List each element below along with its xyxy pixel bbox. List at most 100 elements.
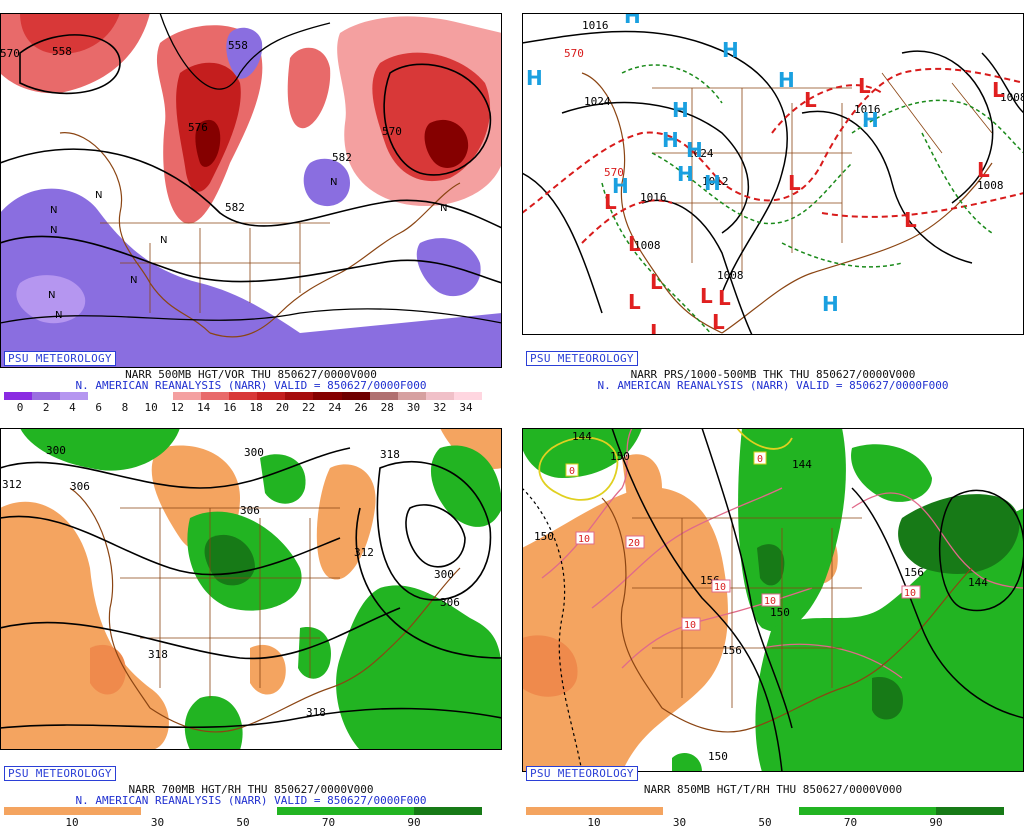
scale-tick-label: 10 bbox=[144, 401, 158, 414]
panel-subtitle: N. AMERICAN REANALYSIS (NARR) VALID = 85… bbox=[75, 379, 427, 392]
panel-title: NARR PRS/1000-500MB THK THU 850627/0000V… bbox=[630, 368, 916, 381]
panel-subtitle: N. AMERICAN REANALYSIS (NARR) VALID = 85… bbox=[75, 794, 427, 807]
psu-badge: PSU METEOROLOGY bbox=[526, 766, 638, 781]
contour-label: 306 bbox=[70, 480, 90, 493]
temp-label: 10 bbox=[714, 582, 726, 593]
contour-label: 144 bbox=[572, 430, 592, 443]
low-pressure-marker: L bbox=[718, 286, 731, 310]
low-pressure-marker: L bbox=[788, 171, 801, 195]
scale-tick-label: 2 bbox=[42, 401, 50, 414]
low-pressure-marker: L bbox=[712, 310, 725, 334]
contour-label: 144 bbox=[792, 458, 812, 471]
scale-swatch bbox=[313, 392, 342, 400]
scale-swatch bbox=[172, 392, 201, 400]
contour-label: 318 bbox=[148, 648, 168, 661]
scale-tick-label: 28 bbox=[380, 401, 394, 414]
contour-label: 156 bbox=[722, 644, 742, 657]
low-pressure-marker: L bbox=[977, 158, 990, 182]
contour-label: 300 bbox=[46, 444, 66, 457]
low-pressure-marker: L bbox=[628, 290, 641, 314]
panel-700mb-rh: 300 312 306 300 306 318 312 300 306 318 … bbox=[0, 428, 502, 832]
low-pressure-marker: L bbox=[628, 232, 641, 256]
contour-label: 306 bbox=[440, 596, 460, 609]
contour-label: 312 bbox=[2, 478, 22, 491]
contour-label: 300 bbox=[244, 446, 264, 459]
scale-tick-label: 16 bbox=[223, 401, 237, 414]
min-marker: N bbox=[48, 290, 55, 301]
contour-label: 558 bbox=[228, 39, 248, 52]
panel-500mb-vorticity: 558 558 570 576 582 582 570 N N N N N N … bbox=[0, 13, 502, 417]
temp-label: 10 bbox=[578, 534, 590, 545]
isobar-label: 1008 bbox=[634, 239, 661, 252]
psu-badge: PSU METEOROLOGY bbox=[526, 351, 638, 366]
scale-swatch bbox=[257, 392, 286, 400]
scale-tick-label: 18 bbox=[249, 401, 263, 414]
low-pressure-marker: L bbox=[650, 270, 663, 294]
map-canvas-p1: 558 558 570 576 582 582 570 N N N N N N … bbox=[0, 13, 502, 368]
scale-swatch bbox=[32, 392, 61, 400]
scale-swatch bbox=[594, 807, 663, 815]
scale-swatch bbox=[413, 807, 482, 815]
scale-swatch bbox=[285, 392, 314, 400]
low-pressure-marker: L bbox=[904, 208, 917, 232]
temp-label: 10 bbox=[684, 620, 696, 631]
contour-label: 576 bbox=[188, 121, 208, 134]
map-canvas-p3: 300 312 306 300 306 318 312 300 306 318 … bbox=[0, 428, 502, 750]
scale-swatch bbox=[116, 392, 145, 400]
contour-label: 312 bbox=[354, 546, 374, 559]
thickness-label: 570 bbox=[604, 166, 624, 179]
isobar-label: 1008 bbox=[1000, 91, 1024, 104]
contour-label: 150 bbox=[610, 450, 630, 463]
map-canvas-p2: 1016 1024 1024 1012 1016 1008 1008 1016 … bbox=[522, 13, 1024, 335]
panel-title: NARR 850MB HGT/T/RH THU 850627/0000V000 bbox=[643, 783, 903, 796]
high-pressure-marker: H bbox=[778, 68, 795, 92]
scale-swatch bbox=[341, 392, 370, 400]
low-pressure-marker: L bbox=[804, 88, 817, 112]
scale-swatch bbox=[4, 807, 73, 815]
min-marker: N bbox=[330, 177, 337, 188]
panel-title: NARR 700MB HGT/RH THU 850627/0000V000 bbox=[128, 783, 374, 796]
color-scale bbox=[4, 392, 483, 400]
min-marker: N bbox=[160, 235, 167, 246]
contour-label: 150 bbox=[534, 530, 554, 543]
low-pressure-marker: L bbox=[992, 78, 1005, 102]
psu-badge: PSU METEOROLOGY bbox=[4, 766, 116, 781]
contour-label: 300 bbox=[434, 568, 454, 581]
scale-swatch bbox=[369, 392, 398, 400]
contour-label: 156 bbox=[904, 566, 924, 579]
contour-label: 150 bbox=[770, 606, 790, 619]
temp-label: 0 bbox=[569, 466, 575, 477]
high-pressure-marker: H bbox=[624, 13, 641, 28]
isobar-label: 1008 bbox=[717, 269, 744, 282]
scale-tick-label: 26 bbox=[354, 401, 368, 414]
scale-tick-label: 22 bbox=[301, 401, 316, 414]
high-pressure-marker: H bbox=[612, 174, 629, 198]
scale-swatch bbox=[4, 392, 33, 400]
temp-label: 0 bbox=[757, 454, 763, 465]
isobar-label: 1016 bbox=[582, 19, 609, 32]
scale-swatch bbox=[397, 392, 426, 400]
scale-tick-label: 34 bbox=[459, 401, 473, 414]
low-pressure-marker: L bbox=[700, 284, 713, 308]
high-pressure-marker: H bbox=[662, 128, 679, 152]
map-500mb-vorticity: 558 558 570 576 582 582 570 N N N N N N … bbox=[0, 13, 502, 368]
contour-label: 570 bbox=[0, 47, 20, 60]
scale-swatch bbox=[208, 807, 278, 815]
contour-label: 306 bbox=[240, 504, 260, 517]
scale-swatch bbox=[144, 392, 173, 400]
high-pressure-marker: H bbox=[686, 138, 703, 162]
high-pressure-marker: H bbox=[672, 98, 689, 122]
scale-swatch bbox=[88, 392, 117, 400]
scale-swatch bbox=[662, 807, 731, 815]
isobar-label: 1024 bbox=[687, 147, 714, 160]
scale-swatch bbox=[935, 807, 1004, 815]
min-marker: N bbox=[50, 225, 57, 236]
scale-swatch bbox=[799, 807, 868, 815]
scale-swatch bbox=[867, 807, 936, 815]
min-marker: N bbox=[55, 310, 62, 321]
map-mslp-thickness: 1016 1024 1024 1012 1016 1008 1008 1016 … bbox=[522, 13, 1024, 368]
scale-tick-label: 30 bbox=[406, 401, 421, 414]
isobar-label: 1024 bbox=[584, 95, 611, 108]
isobar-label: 1012 bbox=[702, 175, 729, 188]
high-pressure-marker: H bbox=[704, 171, 721, 195]
